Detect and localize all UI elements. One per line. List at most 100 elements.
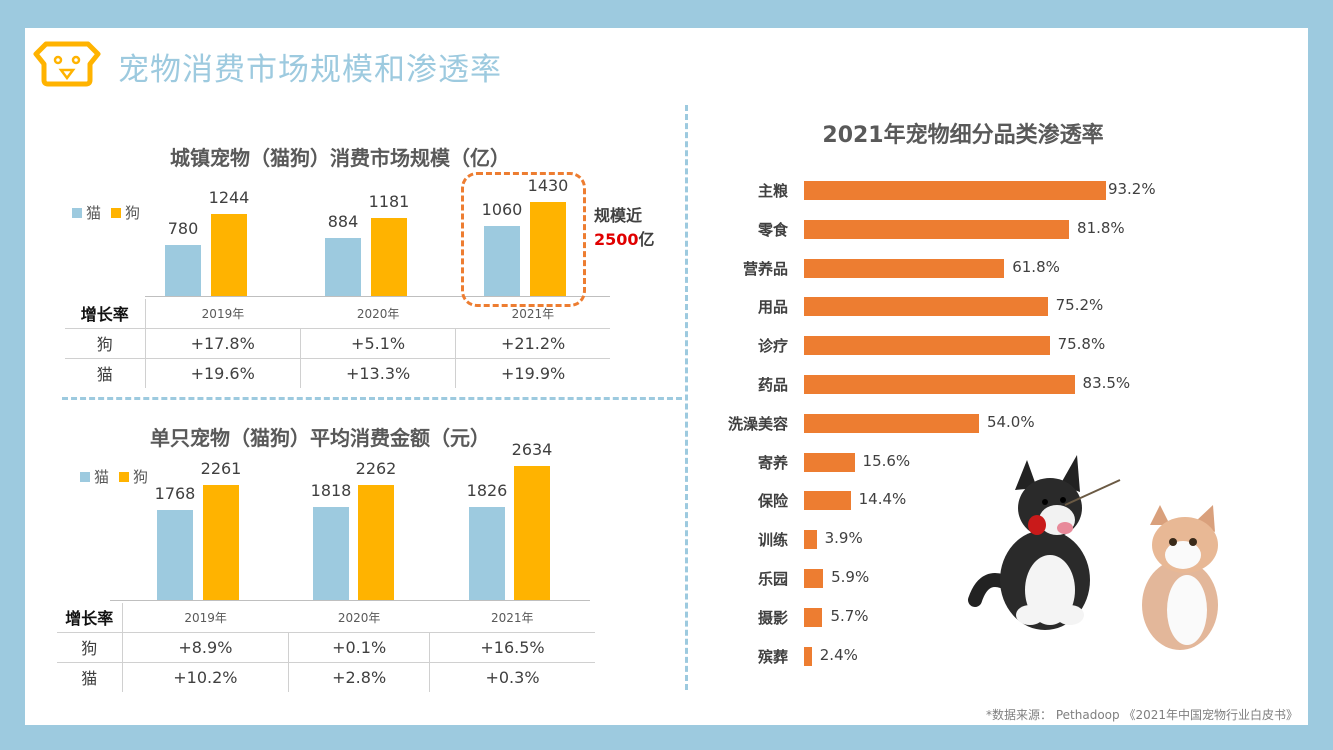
cat-bar <box>157 509 193 600</box>
category-label: 乐园 <box>757 570 788 588</box>
year-header: 2021年 <box>429 603 595 633</box>
avg-spend-legend: 猫 狗 <box>80 466 148 487</box>
market-size-legend: 猫 狗 <box>72 202 140 223</box>
category-label: 训练 <box>757 531 788 550</box>
table-header-row: 增长率 2019年 2020年 2021年 <box>65 299 610 329</box>
category-label: 营养品 <box>742 259 788 278</box>
page-title: 宠物消费市场规模和渗透率 <box>118 52 502 88</box>
dog-value-label: 1430 <box>527 175 569 195</box>
penetration-value-label: 61.8% <box>1012 257 1060 276</box>
growth-cell: +16.5% <box>429 632 595 663</box>
penetration-bar <box>804 646 812 666</box>
market-size-growth-table: 增长率 2019年 2020年 2021年 狗 +17.8% +5.1% +21… <box>65 299 610 388</box>
category-label: 寄养 <box>757 453 788 472</box>
dog-value-label: 1181 <box>368 192 410 212</box>
dog-value-label: 2634 <box>511 439 553 459</box>
penetration-value-label: 81.8% <box>1077 218 1125 237</box>
category-label: 零食 <box>757 220 788 239</box>
cat-value-label: 780 <box>167 218 199 238</box>
penetration-value-label: 5.9% <box>831 568 870 586</box>
legend-swatch-cat <box>72 207 82 218</box>
penetration-bar <box>804 258 1005 278</box>
dog-face-icon <box>33 41 101 87</box>
category-label: 药品 <box>757 376 788 394</box>
penetration-bar <box>804 530 817 550</box>
kitten-icon <box>1142 505 1218 650</box>
cat-value-label: 1818 <box>310 481 352 501</box>
penetration-chart-title: 2021年宠物细分品类渗透率 <box>822 123 1104 148</box>
vertical-divider <box>685 105 688 690</box>
growth-cell: +0.3% <box>429 662 595 692</box>
legend-swatch-dog <box>119 471 130 482</box>
penetration-bar <box>804 375 1075 394</box>
dog-bar <box>203 484 239 600</box>
penetration-bar <box>804 336 1050 356</box>
penetration-value-label: 15.6% <box>862 451 911 470</box>
penetration-bar <box>804 607 823 627</box>
cat-value-label: 884 <box>327 211 359 231</box>
avg-spend-chart-title: 单只宠物（猫狗）平均消费金额（元） <box>150 426 490 450</box>
table-row: 狗 +17.8% +5.1% +21.2% <box>65 328 610 359</box>
growth-header: 增长率 <box>65 299 145 329</box>
penetration-value-label: 14.4% <box>858 490 907 509</box>
legend-swatch-dog <box>111 207 122 218</box>
dog-bar <box>211 213 247 296</box>
penetration-value-label: 54.0% <box>986 412 1035 431</box>
cat-bar <box>165 244 201 296</box>
growth-header: 增长率 <box>57 603 122 633</box>
dog-value-label: 2261 <box>200 458 242 478</box>
growth-cell: +19.6% <box>144 358 301 388</box>
growth-cell: +8.9% <box>121 632 289 663</box>
penetration-bar <box>804 181 1106 200</box>
growth-cell: +5.1% <box>299 328 456 359</box>
year-header: 2021年 <box>455 299 610 329</box>
puppy-icon <box>968 455 1121 630</box>
cat-value-label: 1060 <box>481 200 523 220</box>
cat-bar <box>469 506 505 600</box>
category-label: 用品 <box>757 298 788 317</box>
year-header: 2020年 <box>288 603 430 633</box>
growth-cell: +21.2% <box>455 328 610 359</box>
x-axis-line <box>110 600 590 601</box>
cat-bar <box>484 226 520 296</box>
table-row: 狗 +8.9% +0.1% +16.5% <box>57 632 595 663</box>
growth-cell: +0.1% <box>288 632 430 663</box>
market-size-chart-title: 城镇宠物（猫狗）消费市场规模（亿） <box>170 146 510 170</box>
penetration-value-label: 83.5% <box>1082 374 1131 392</box>
penetration-bar <box>804 297 1048 317</box>
year-header: 2019年 <box>144 299 301 329</box>
dog-bar <box>358 484 394 600</box>
growth-cell: +2.8% <box>288 662 430 692</box>
dog-bar <box>530 201 566 296</box>
row-label: 猫 <box>81 669 98 689</box>
row-label: 狗 <box>57 632 122 663</box>
data-source-footer: *数据来源： Pethadoop 《2021年中国宠物行业白皮书》 <box>986 708 1298 722</box>
category-label: 诊疗 <box>757 337 788 356</box>
penetration-bar <box>804 413 979 433</box>
penetration-value-label: 3.9% <box>824 529 863 548</box>
cat-value-label: 1768 <box>154 483 196 503</box>
x-axis-line <box>145 296 610 297</box>
category-label: 殡葬 <box>757 647 788 666</box>
penetration-bar <box>804 452 855 472</box>
legend-label-cat: 猫 <box>94 468 110 486</box>
avg-spend-growth-table: 增长率 2019年 2020年 2021年 狗 +8.9% +0.1% +16.… <box>57 603 595 692</box>
penetration-value-label: 93.2% <box>1107 180 1156 198</box>
penetration-bar <box>804 219 1070 239</box>
legend-label-dog: 狗 <box>125 204 141 222</box>
category-label: 摄影 <box>757 608 788 627</box>
penetration-bar <box>804 569 824 588</box>
penetration-bar <box>804 491 851 511</box>
dog-value-label: 1244 <box>208 187 250 207</box>
cat-value-label: 1826 <box>466 480 508 500</box>
row-label: 猫 <box>96 365 113 385</box>
penetration-value-label: 75.8% <box>1057 335 1106 354</box>
growth-cell: +10.2% <box>121 662 289 692</box>
table-header-row: 增长率 2019年 2020年 2021年 <box>57 603 595 633</box>
cat-bar <box>325 237 361 296</box>
category-label: 保险 <box>757 492 788 511</box>
annotation-text: 规模近 <box>594 206 643 225</box>
table-row: 猫 +19.6% +13.3% +19.9% <box>65 358 610 388</box>
horizontal-divider <box>62 397 682 400</box>
dog-bar <box>514 465 550 600</box>
